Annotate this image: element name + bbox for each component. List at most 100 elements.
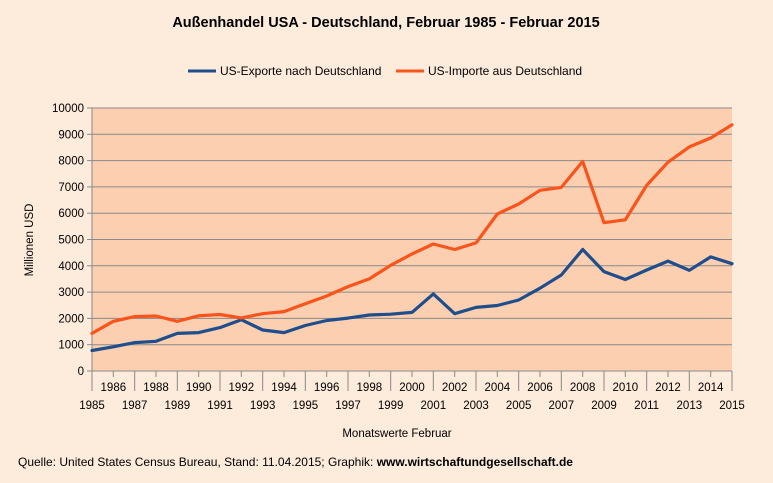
data-point-imports [645,184,648,187]
y-tick-label: 4000 [58,261,84,273]
data-point-imports [709,136,712,140]
y-tick-label: 3000 [58,287,84,299]
x-tick-label: 1986 [101,382,127,394]
x-tick-label: 1998 [357,382,383,394]
data-point-exports [581,248,584,251]
data-point-imports [112,320,115,323]
data-point-exports [560,273,563,277]
y-tick-label: 10000 [52,103,84,115]
data-point-imports [197,314,200,317]
data-point-exports [325,319,328,322]
data-point-exports [709,255,712,259]
source-text: Quelle: United States Census Bureau, Sta… [18,455,373,469]
y-tick-label: 0 [78,366,84,378]
x-tick-label: 1996 [314,382,340,394]
x-axis-ticks: 1985 1986 1987 1988 1989 1990 1991 1992 1993 1994… [79,371,745,412]
x-tick-label: 2008 [570,382,596,394]
data-point-imports [666,160,670,164]
y-tick-label: 2000 [58,313,84,325]
data-point-imports [90,332,94,335]
source-note: Quelle: United States Census Bureau, Sta… [18,455,573,469]
data-point-exports [666,259,670,263]
x-tick-label: 1989 [165,400,191,412]
y-axis-ticks: 0 1000 2000 3000 4000 5000 6000 7000 8000 9000 100… [52,103,92,378]
x-tick-label: 2004 [485,382,511,394]
data-point-exports [133,341,136,344]
data-point-imports [624,218,627,221]
data-point-imports [410,252,414,256]
y-tick-label: 8000 [58,156,84,168]
data-point-exports [346,316,350,320]
x-tick-label: 1988 [143,382,169,394]
data-point-imports [581,160,584,163]
chart-title: Außenhandel USA - Deutschland, Februar 1… [172,15,599,31]
y-tick-label: 6000 [58,208,84,220]
data-point-exports [282,331,286,334]
x-tick-label: 1993 [250,400,276,412]
legend: US-Exporte nach Deutschland US-Importe a… [188,64,582,78]
x-tick-label: 2001 [421,400,447,412]
data-point-imports [133,315,136,318]
x-tick-label: 1997 [335,400,361,412]
x-tick-label: 2011 [634,400,659,412]
data-point-imports [240,316,243,320]
data-point-exports [602,270,606,273]
data-point-imports [282,310,286,313]
data-point-imports [453,248,456,251]
data-point-imports [304,302,307,305]
data-point-exports [496,304,499,307]
data-point-imports [261,312,264,315]
data-point-exports [112,345,115,349]
data-point-exports [90,349,94,352]
data-point-imports [730,123,734,127]
data-point-exports [389,312,392,316]
data-point-imports [496,212,499,216]
data-point-imports [346,285,350,288]
x-tick-label: 2006 [527,382,553,394]
x-tick-label: 1999 [378,400,404,412]
x-tick-label: 2003 [463,400,489,412]
data-point-exports [624,278,627,281]
data-point-imports [389,264,392,267]
x-tick-label: 2010 [613,382,639,394]
x-tick-label: 2007 [549,400,575,412]
data-point-exports [453,312,456,315]
data-point-imports [517,202,520,206]
data-point-imports [560,186,563,189]
data-point-imports [688,145,691,149]
x-tick-label: 1985 [79,400,105,412]
data-point-imports [154,314,158,318]
data-point-exports [517,298,520,302]
data-point-exports [688,269,691,272]
y-tick-label: 5000 [58,235,84,247]
data-point-imports [368,277,371,281]
y-tick-label: 1000 [58,340,84,352]
source-link[interactable]: www.wirtschaftundgesellschaft.de [376,455,574,469]
data-point-exports [176,332,179,335]
data-point-exports [261,328,264,332]
x-tick-label: 1994 [271,382,297,394]
x-tick-label: 2002 [442,382,468,394]
x-tick-label: 2014 [698,382,724,394]
data-point-exports [432,292,435,296]
data-point-exports [197,331,200,334]
data-point-imports [176,320,179,323]
data-point-exports [304,324,307,327]
data-point-imports [432,242,435,246]
data-point-exports [368,313,371,317]
x-tick-label: 1987 [122,400,148,412]
x-tick-label: 2000 [399,382,425,394]
data-point-exports [730,262,734,265]
data-point-imports [538,189,542,192]
data-point-exports [410,311,414,314]
legend-label-exports: US-Exporte nach Deutschland [220,64,381,78]
x-tick-label: 1990 [186,382,212,394]
y-tick-label: 9000 [58,129,84,141]
data-point-imports [218,313,222,316]
data-point-exports [645,268,648,272]
x-tick-label: 1992 [229,382,255,394]
x-axis-label: Monatswerte Februar [342,428,451,440]
series-lines [90,123,734,353]
legend-label-imports: US-Importe aus Deutschland [428,64,582,78]
